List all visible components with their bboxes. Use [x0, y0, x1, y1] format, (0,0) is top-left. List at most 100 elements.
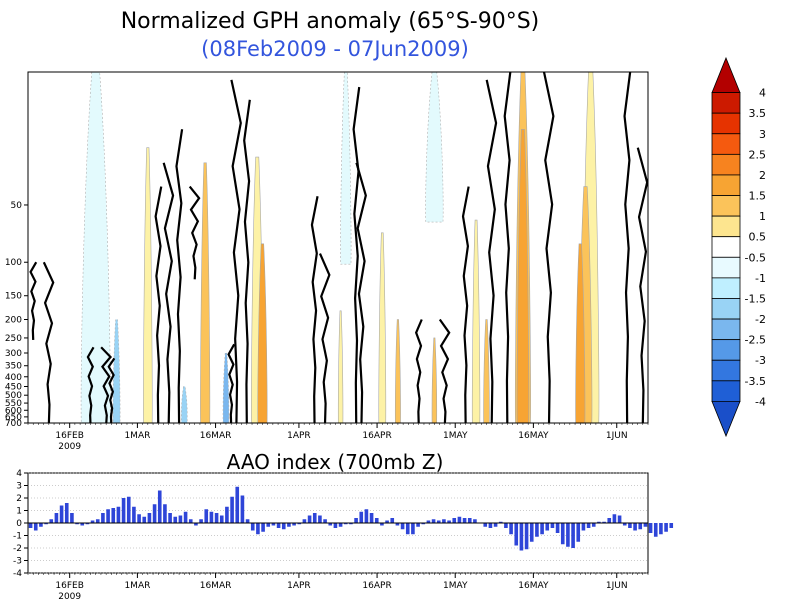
- zero-contour-line: [414, 319, 423, 423]
- pressure-tick-label: 350: [5, 362, 22, 372]
- aao-bar: [571, 523, 575, 548]
- aao-bar: [659, 523, 663, 535]
- aao-bar: [535, 523, 539, 537]
- zero-contour-line: [461, 186, 470, 423]
- zero-contour-line: [86, 346, 95, 423]
- aao-bar: [648, 523, 653, 533]
- colorbar-swatch: [711, 298, 741, 320]
- colorbar-label: 3: [759, 128, 766, 141]
- colorbar-swatch: [711, 215, 741, 238]
- pressure-axis: 50 100 150 200 250 300 35040045050055060065070…: [5, 201, 28, 429]
- aao-bar: [28, 523, 33, 528]
- aao-bar: [137, 514, 141, 523]
- aao-bar: [504, 523, 508, 528]
- aao-bar: [498, 521, 503, 523]
- date-tick-label: 16MAY: [518, 431, 549, 441]
- aao-bar: [230, 496, 234, 523]
- date-tick-label: 1JUN: [606, 581, 628, 591]
- aao-bar: [70, 513, 74, 523]
- chart-title: Normalized GPH anomaly (65°S-90°S): [121, 9, 540, 34]
- aao-bar: [576, 523, 581, 542]
- aao-bar: [581, 523, 586, 531]
- pressure-tick-label: 450: [5, 382, 22, 392]
- zero-contour-line: [355, 162, 367, 423]
- aao-title: AAO index (700mb Z): [227, 450, 444, 474]
- aao-bar: [405, 523, 410, 535]
- colorbar-label: -3.5: [745, 375, 766, 388]
- date-tick-label: 16FEB: [55, 431, 84, 441]
- aao-bar: [49, 519, 54, 523]
- aao-bar: [421, 523, 426, 525]
- positive-anomaly-region: [200, 162, 211, 423]
- aao-bar: [586, 523, 591, 528]
- colorbar-label: -1.5: [745, 292, 766, 305]
- aao-bar: [566, 523, 570, 547]
- aao-bar: [343, 523, 348, 525]
- aao-bar: [85, 523, 90, 525]
- aao-value-tick-label: 4: [16, 469, 22, 479]
- aao-bar: [44, 523, 48, 525]
- zero-contour-line: [42, 261, 55, 423]
- aao-bar: [163, 504, 167, 523]
- zero-contour-line: [29, 261, 38, 340]
- aao-bar: [550, 523, 555, 528]
- aao-bar: [209, 511, 214, 523]
- aao-bar: [281, 523, 286, 530]
- colorbar-label: 1.5: [749, 190, 767, 203]
- aao-bar: [214, 513, 219, 523]
- aao-bar: [380, 523, 384, 526]
- aao-bar: [607, 518, 612, 523]
- aao-bar: [194, 523, 198, 526]
- date-tick-label: 16APR: [362, 581, 391, 591]
- colorbar-label: 0.5: [749, 231, 767, 244]
- zero-contour-line: [636, 147, 648, 423]
- aao-bar: [617, 515, 622, 523]
- aao-bar: [225, 506, 229, 523]
- aao-bar: [318, 515, 322, 523]
- aao-bar: [653, 523, 658, 537]
- aao-bar: [80, 523, 85, 526]
- colorbar-swatch: [711, 256, 741, 279]
- zero-contour-line: [352, 86, 361, 423]
- colorbar: 4 3.5 3 2.5 2 1.5 1 0.5 -0.5 -1 -1.5 -2 -2.5 -3 -3.5 -4: [711, 56, 767, 438]
- colorbar-swatch: [711, 133, 741, 155]
- zero-contour-line: [188, 185, 201, 280]
- aao-bar: [54, 513, 59, 523]
- aao-bar: [483, 523, 488, 527]
- aao-bar: [597, 521, 601, 523]
- aao-bar: [643, 523, 648, 527]
- colorbar-max-arrow: [711, 56, 741, 93]
- aao-bar: [524, 523, 529, 550]
- colorbar-swatch: [711, 112, 741, 135]
- zero-contour-line: [243, 99, 251, 423]
- aao-bar: [287, 523, 291, 527]
- colorbar-label: 2: [759, 169, 766, 182]
- zero-contour-line: [175, 129, 184, 423]
- colorbar-label: -0.5: [745, 251, 766, 264]
- aao-bar: [101, 513, 105, 523]
- aao-value-tick-label: -1: [13, 532, 22, 542]
- aao-bar: [183, 511, 188, 523]
- zero-contour-line: [485, 79, 498, 423]
- pressure-tick-label: 650: [5, 413, 22, 423]
- colorbar-swatch: [711, 92, 741, 114]
- colorbar-swatch: [711, 195, 741, 217]
- aao-bar: [188, 519, 193, 523]
- aao-bar: [436, 520, 441, 523]
- aao-bar: [462, 518, 467, 523]
- colorbar-swatch: [711, 174, 741, 196]
- zero-contour-line: [227, 343, 236, 423]
- positive-anomaly-region: [431, 337, 438, 423]
- date-tick-label: 1MAY: [443, 431, 468, 441]
- colorbar-label: -2: [755, 313, 766, 326]
- aao-bar: [328, 523, 333, 526]
- zero-contour-line: [107, 357, 116, 423]
- colorbar-label: -1: [755, 272, 766, 285]
- aao-bar: [591, 523, 596, 527]
- aao-bar: [271, 523, 276, 526]
- date-tick-label: 1APR: [287, 431, 311, 441]
- zero-contour-line: [230, 79, 242, 423]
- aao-bar: [297, 523, 302, 525]
- pressure-tick-label: 300: [5, 349, 22, 359]
